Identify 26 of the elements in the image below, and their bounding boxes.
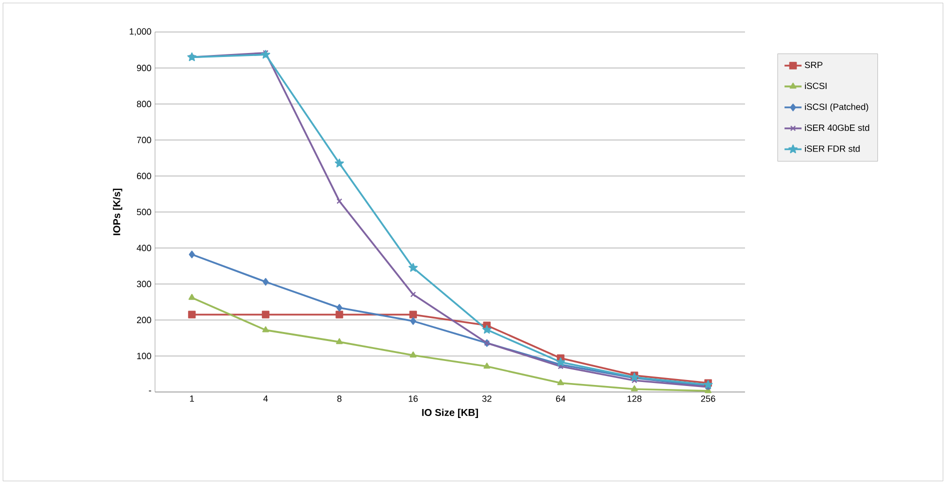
legend-label: iSER FDR std (805, 145, 860, 152)
y-tick-label: 400 (136, 244, 152, 252)
x-axis-title: IO Size [KB] (422, 408, 478, 418)
y-tick-label: 600 (136, 172, 152, 180)
x-tick-label: 4 (263, 396, 268, 402)
x-tick-label: 64 (556, 396, 566, 402)
y-axis-title: IOPs [K/s] (112, 188, 122, 236)
y-tick-label: 900 (136, 64, 152, 72)
y-tick-label: - (148, 390, 152, 392)
y-tick-label: 100 (137, 352, 152, 360)
y-tick-label: 700 (136, 136, 152, 144)
y-tick-label: 200 (136, 316, 152, 324)
x-tick-label: 8 (337, 396, 342, 402)
y-tick-label: 1,000 (130, 28, 152, 36)
legend-label: iSCSI (805, 82, 827, 90)
legend-label: iSER 40GbE std (805, 124, 870, 131)
x-tick-label: 32 (482, 396, 492, 402)
y-tick-label: 500 (136, 208, 152, 216)
x-tick-label: 16 (408, 396, 418, 402)
legend-label: iSCSI (Patched) (805, 103, 868, 112)
x-tick-label: 1 (190, 396, 194, 402)
y-tick-label: 300 (136, 280, 152, 288)
legend-label: SRP (804, 62, 822, 68)
x-tick-label: 256 (701, 396, 716, 402)
x-tick-label: 128 (628, 396, 642, 402)
y-tick-label: 800 (136, 100, 152, 108)
